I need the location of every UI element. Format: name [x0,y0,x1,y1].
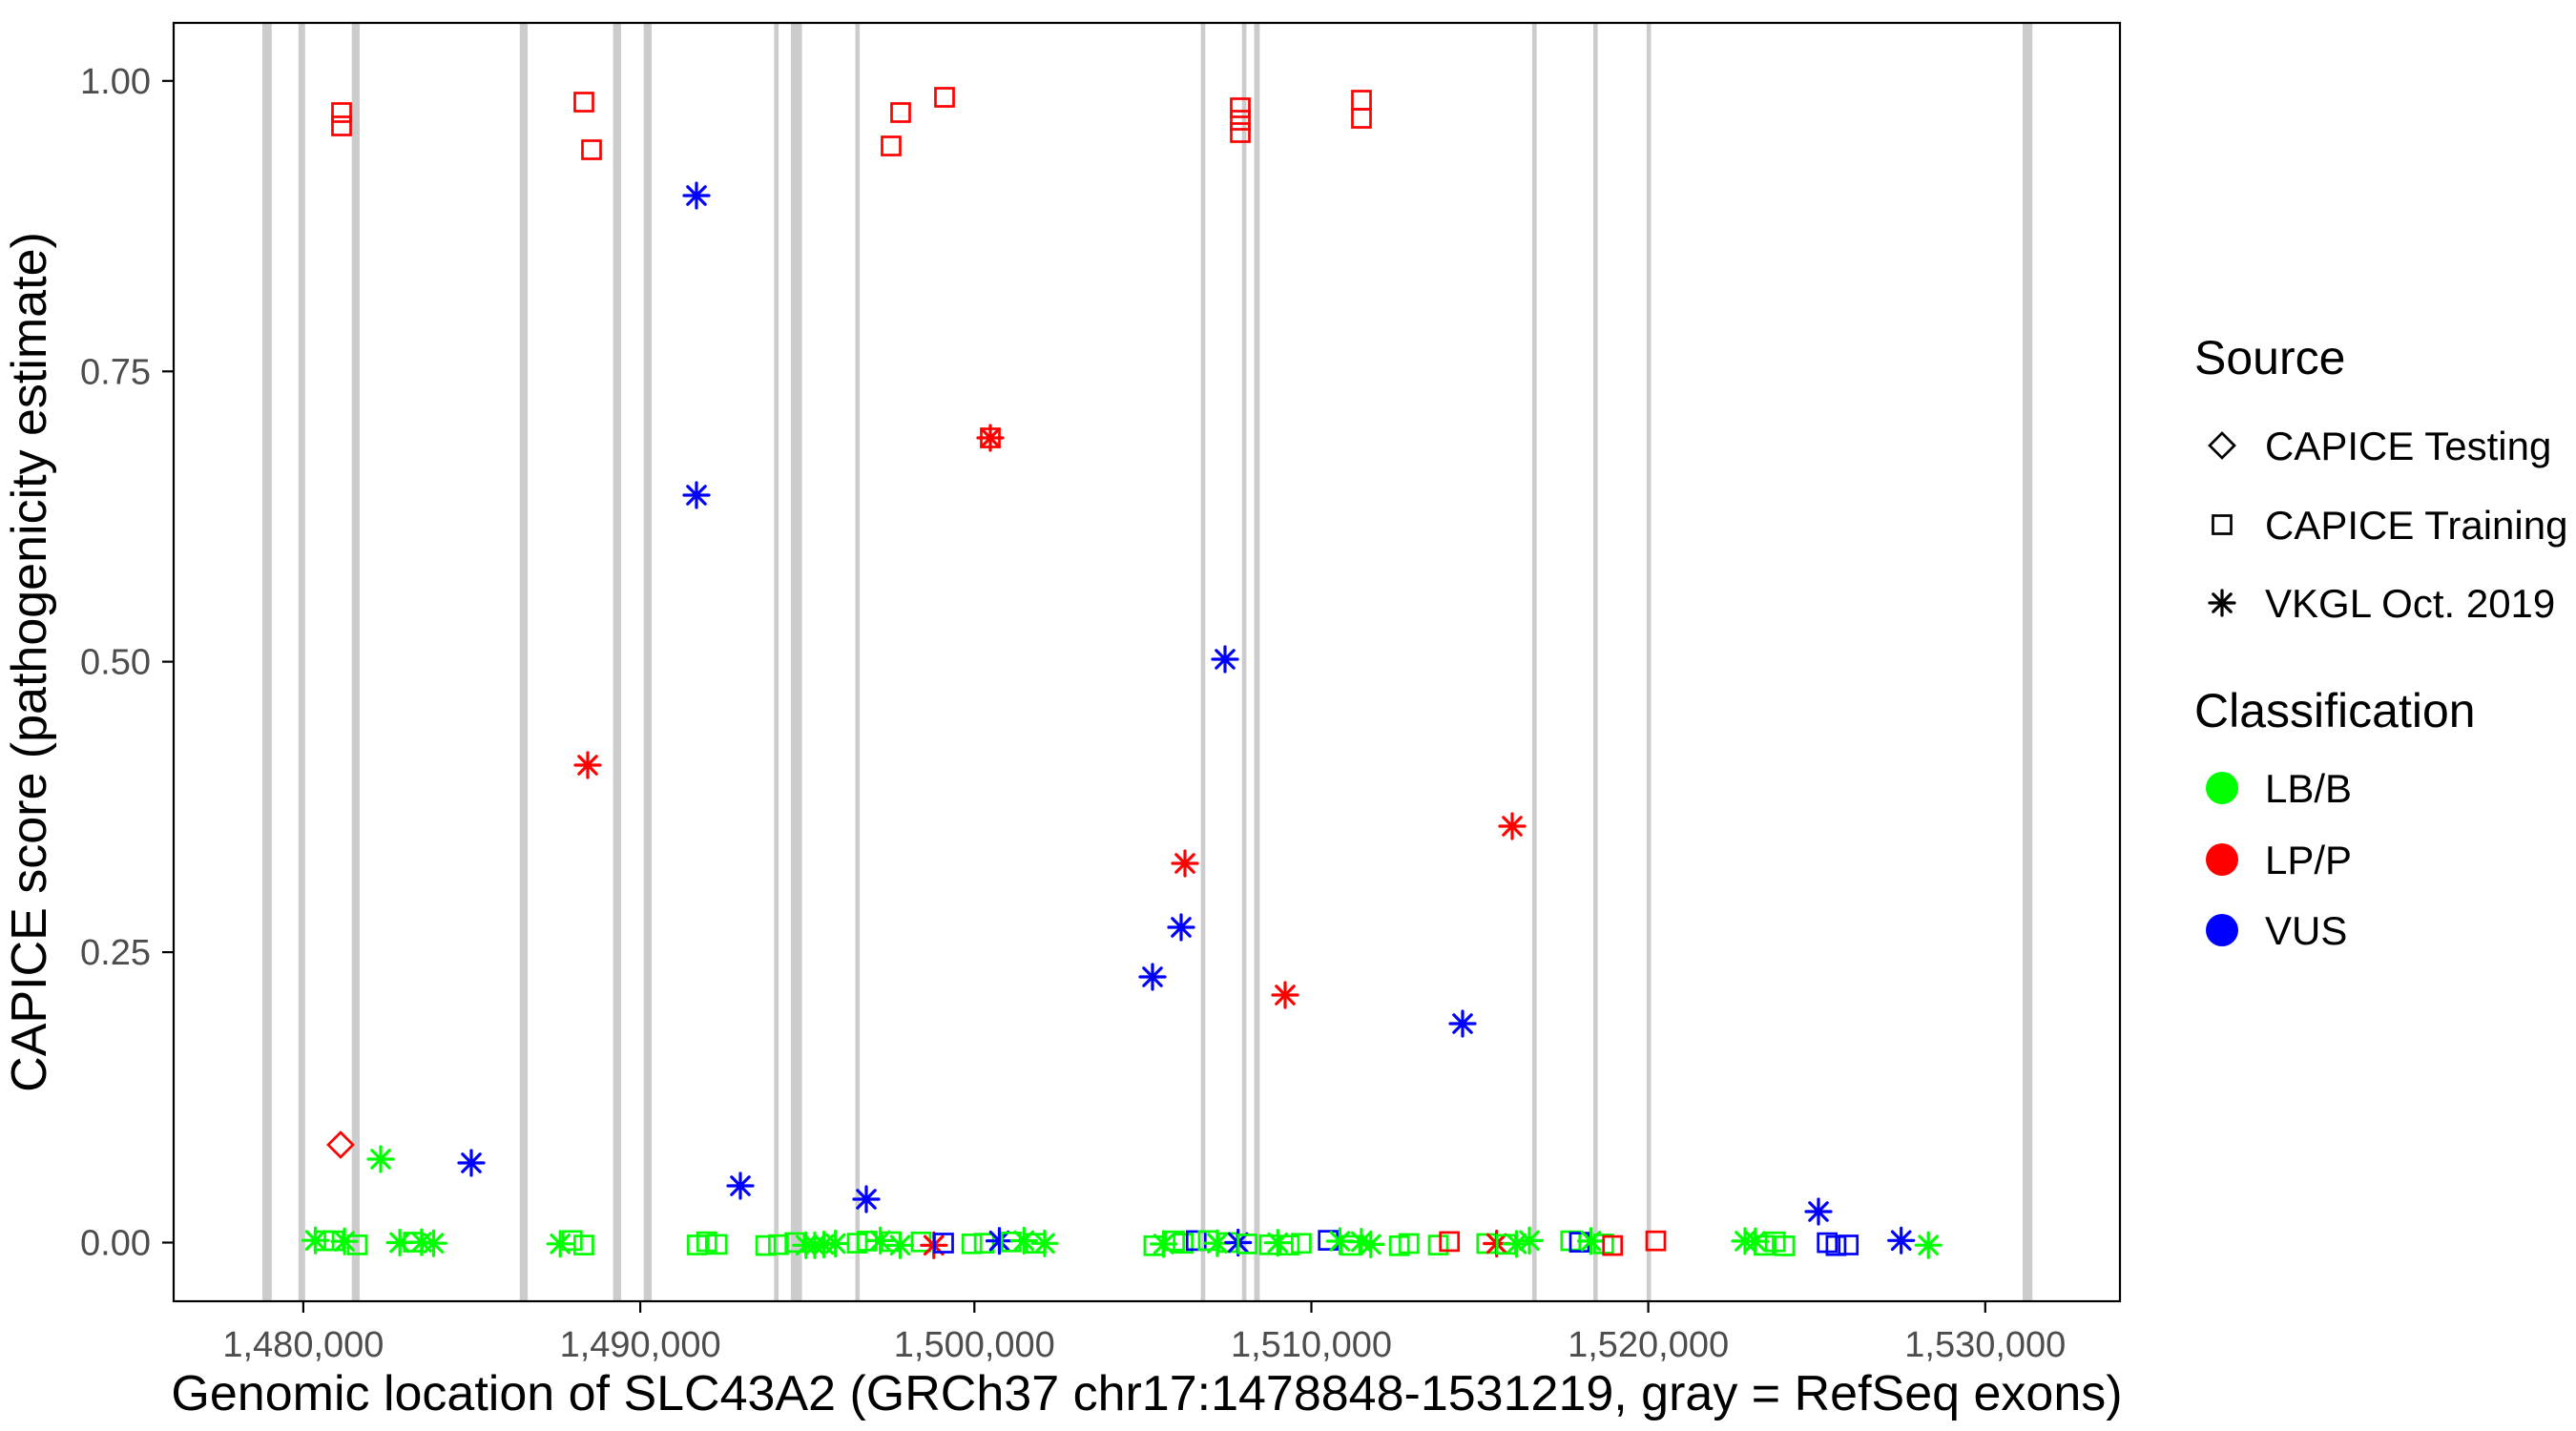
svg-text:LB/B: LB/B [2265,766,2352,811]
svg-text:0.25: 0.25 [80,933,151,973]
svg-text:0.00: 0.00 [80,1224,151,1264]
svg-text:VKGL Oct. 2019: VKGL Oct. 2019 [2265,581,2555,626]
svg-text:0.50: 0.50 [80,643,151,683]
svg-text:VUS: VUS [2265,908,2347,953]
svg-text:0.75: 0.75 [80,352,151,392]
svg-text:1.00: 1.00 [80,62,151,102]
svg-text:1,530,000: 1,530,000 [1904,1325,2066,1365]
svg-text:1,490,000: 1,490,000 [560,1325,721,1365]
svg-text:LP/P: LP/P [2265,838,2352,882]
svg-text:CAPICE score (pathogenicity es: CAPICE score (pathogenicity estimate) [2,232,57,1092]
svg-text:1,520,000: 1,520,000 [1568,1325,1729,1365]
svg-text:1,500,000: 1,500,000 [894,1325,1055,1365]
svg-text:CAPICE Training: CAPICE Training [2265,503,2567,548]
svg-text:CAPICE Testing: CAPICE Testing [2265,424,2551,468]
svg-text:Classification: Classification [2194,684,2476,737]
svg-text:1,510,000: 1,510,000 [1231,1325,1392,1365]
svg-text:Genomic location of SLC43A2 (G: Genomic location of SLC43A2 (GRCh37 chr1… [171,1366,2122,1421]
svg-text:1,480,000: 1,480,000 [222,1325,384,1365]
svg-text:Source: Source [2194,331,2345,384]
